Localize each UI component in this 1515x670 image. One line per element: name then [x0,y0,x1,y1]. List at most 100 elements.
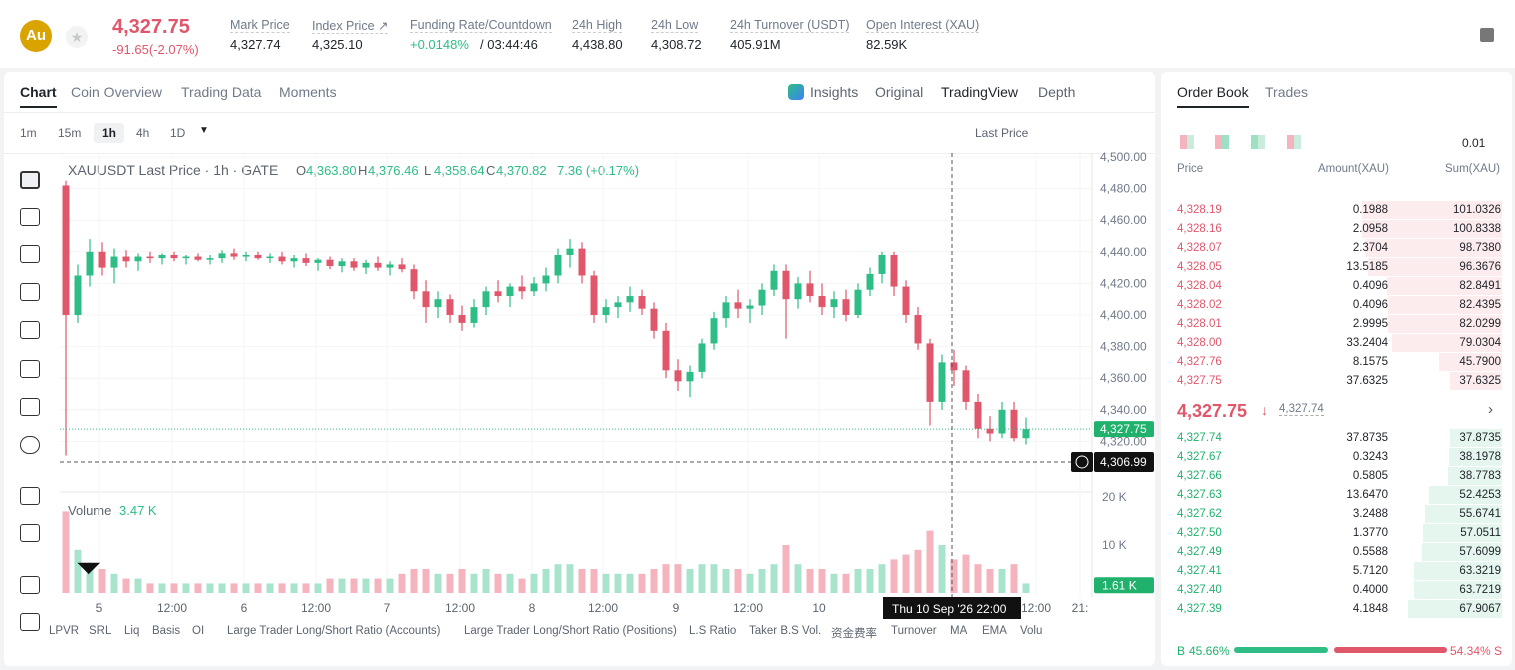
precision[interactable]: 0.01 [1462,136,1486,150]
depth-bar [1449,372,1502,390]
ob-mode[interactable] [1287,135,1301,149]
ob-mode[interactable] [1215,135,1229,149]
ob-price: 4,327.39 [1177,603,1222,615]
view-tab[interactable]: TradingView [941,84,1019,100]
tool-icon[interactable] [20,398,40,416]
ob-amount: 37.8735 [1346,432,1388,444]
last-price: 4,327.75 [112,16,190,38]
y-tick-label: 4,340.00 [1100,403,1147,417]
interval[interactable]: 1h [94,123,125,143]
interval[interactable]: 4h [136,126,150,140]
indicator[interactable]: OI [192,625,205,637]
candle-body [386,264,394,268]
indicator[interactable]: EMA [982,625,1007,637]
depth-bar [1449,429,1502,447]
view-tab[interactable]: Original [875,84,924,100]
volume-bar [926,530,934,593]
indicator[interactable]: SRL [89,625,112,637]
ob-tab[interactable]: Trades [1265,84,1309,100]
candle-body [926,343,934,402]
mid-price: 4,327.75 [1177,401,1248,421]
tool-icon[interactable] [20,576,40,594]
ob-price: 4,328.07 [1177,242,1222,254]
volume-bar [818,569,826,593]
depth-bar [1387,296,1502,314]
interval[interactable]: 1D [170,126,186,140]
tab[interactable]: Chart [20,84,57,108]
tool-icon[interactable] [20,436,40,454]
volume-bar [902,554,910,593]
tool-icon[interactable] [20,321,40,339]
candle-body [710,318,718,344]
view-tab[interactable]: Depth [1038,84,1076,100]
ob-sum: 82.4395 [1459,299,1501,311]
ob-mode[interactable] [1180,135,1194,149]
tool-icon[interactable] [20,524,40,542]
candle-body [974,401,982,429]
view-tab[interactable]: Insights [810,84,859,100]
dropdown[interactable]: ▼ [199,125,209,136]
candle-body [122,256,130,262]
candle-body [470,307,478,323]
stat-value: 82.59K [866,37,908,52]
indicator[interactable]: MA [950,625,968,637]
candle-body [230,253,238,257]
ob-price: 4,327.40 [1177,584,1222,596]
volume-bar [374,578,382,593]
ob-price: 4,328.05 [1177,261,1222,273]
depth-bar [1362,201,1502,219]
candle-body [446,299,454,315]
indicator[interactable]: Basis [152,625,181,637]
candle-body [938,362,946,402]
indicator[interactable]: Volu [1020,625,1043,637]
stat-label: Mark Price [230,18,290,33]
header [0,0,1515,68]
y-tick-label: 4,400.00 [1100,308,1147,322]
tab[interactable]: Trading Data [181,84,262,100]
interval[interactable]: 15m [58,126,82,140]
tool-icon[interactable] [20,245,40,263]
interval[interactable]: 1m [20,126,37,140]
favorite[interactable]: ★ [66,26,88,48]
candle-body [566,248,574,255]
tool-icon[interactable] [20,208,40,226]
candle-body [1022,429,1030,439]
tool-icon[interactable] [20,613,40,631]
volume-bar [98,569,106,593]
indicator[interactable]: Large Trader Long/Short Ratio (Positions… [464,625,677,637]
ob-amount: 2.3704 [1352,242,1388,254]
tab[interactable]: Moments [279,84,337,100]
volume-bar [242,583,250,593]
volume-bar [182,583,190,593]
tool-icon[interactable] [20,283,40,301]
indicator[interactable]: L.S Ratio [689,625,737,637]
ohlc-value: 4,363.80 [306,163,357,178]
indicator[interactable]: Taker B.S Vol. [749,625,822,637]
volume-bar [206,583,214,593]
icon[interactable] [1480,28,1494,42]
tool-icon[interactable] [20,487,40,505]
candle-body [410,269,418,292]
indicator[interactable]: Turnover [891,625,937,637]
indicator[interactable]: Large Trader Long/Short Ratio (Accounts) [227,625,441,637]
ob-tab[interactable]: Order Book [1177,84,1249,108]
price-type[interactable]: Last Price [975,126,1029,140]
ob-col: Price [1177,163,1204,175]
tool-icon[interactable] [20,171,40,189]
price-change: -91.65(-2.07%) [112,42,199,57]
volume-bar [770,564,778,593]
ob-price: 4,328.04 [1177,280,1222,292]
ob-amount: 0.5588 [1352,546,1388,558]
ob-sum: 82.0299 [1459,318,1501,330]
chevron[interactable]: › [1488,401,1493,418]
tool-icon[interactable] [20,360,40,378]
depth-bar [1429,486,1502,504]
ob-mode[interactable] [1251,135,1265,149]
candle-body [254,254,262,259]
indicator[interactable]: Liq [124,625,140,637]
ob-sum: 79.0304 [1459,337,1501,349]
indicator[interactable]: LPVR [49,625,80,637]
indicator[interactable]: 资金费率 [831,628,877,640]
ob-price: 4,328.16 [1177,223,1222,235]
tab[interactable]: Coin Overview [71,84,163,100]
